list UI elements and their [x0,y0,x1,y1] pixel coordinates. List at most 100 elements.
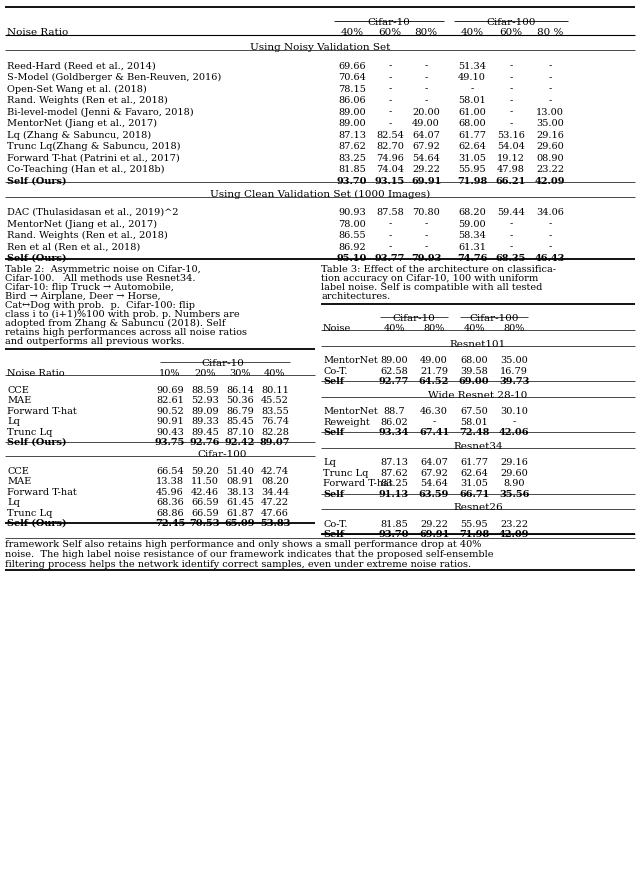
Text: 93.34: 93.34 [379,428,409,437]
Text: 23.22: 23.22 [500,520,528,529]
Text: 70.64: 70.64 [338,73,366,82]
Text: Noise: Noise [323,324,351,333]
Text: 74.96: 74.96 [376,153,404,162]
Text: Noise Ratio: Noise Ratio [7,28,68,37]
Text: 45.52: 45.52 [261,396,289,405]
Text: 66.71: 66.71 [459,489,489,498]
Text: 63.59: 63.59 [419,489,449,498]
Text: 89.07: 89.07 [260,438,291,447]
Text: -: - [548,220,552,228]
Text: 60%: 60% [378,28,401,37]
Text: 31.05: 31.05 [458,153,486,162]
Text: Using Clean Validation Set (1000 Images): Using Clean Validation Set (1000 Images) [210,189,430,199]
Text: 61.31: 61.31 [458,243,486,252]
Text: 89.45: 89.45 [191,427,219,436]
Text: 87.62: 87.62 [380,469,408,478]
Text: -: - [509,231,513,240]
Text: 92.77: 92.77 [379,377,409,386]
Text: 71.98: 71.98 [459,530,489,539]
Text: 40%: 40% [460,28,484,37]
Text: 53.16: 53.16 [497,131,525,140]
Text: 29.60: 29.60 [500,469,528,478]
Text: -: - [424,220,428,228]
Text: Co-Teaching (Han et al., 2018b): Co-Teaching (Han et al., 2018b) [7,165,164,174]
Text: 20.00: 20.00 [412,108,440,116]
Text: 21.79: 21.79 [420,366,448,375]
Text: -: - [424,84,428,93]
Text: 38.13: 38.13 [226,487,254,496]
Text: 92.76: 92.76 [190,438,220,447]
Text: 60%: 60% [499,28,523,37]
Text: 87.13: 87.13 [380,458,408,467]
Text: 59.44: 59.44 [497,208,525,217]
Text: 65.09: 65.09 [225,519,255,528]
Text: -: - [388,220,392,228]
Text: 50.36: 50.36 [226,396,254,405]
Text: -: - [548,73,552,82]
Text: 53.83: 53.83 [260,519,290,528]
Text: 80 %: 80 % [537,28,563,37]
Text: Lq (Zhang & Sabuncu, 2018): Lq (Zhang & Sabuncu, 2018) [7,131,151,140]
Text: class i to (i+1)%100 with prob. p. Numbers are: class i to (i+1)%100 with prob. p. Numbe… [5,310,239,319]
Text: 81.85: 81.85 [338,165,366,174]
Text: -: - [424,96,428,105]
Text: 30%: 30% [229,369,251,378]
Text: Resnet34: Resnet34 [453,442,503,451]
Text: Noise Ratio: Noise Ratio [7,369,65,378]
Text: tion accuracy on Cifar-10, 100 with uniform: tion accuracy on Cifar-10, 100 with unif… [321,274,538,283]
Text: 86.02: 86.02 [380,418,408,426]
Text: 72.45: 72.45 [155,519,185,528]
Text: 78.00: 78.00 [338,220,366,228]
Text: -: - [424,231,428,240]
Text: Ren et al (Ren et al., 2018): Ren et al (Ren et al., 2018) [7,243,140,252]
Text: 81.85: 81.85 [380,520,408,529]
Text: 68.20: 68.20 [458,208,486,217]
Text: Lq: Lq [7,417,20,426]
Text: -: - [470,84,474,93]
Text: 93.70: 93.70 [337,177,367,185]
Text: Self (Ours): Self (Ours) [7,438,67,447]
Text: Cifar-100.   All methods use Resnet34.: Cifar-100. All methods use Resnet34. [5,274,195,283]
Text: 87.10: 87.10 [226,427,254,436]
Text: 49.10: 49.10 [458,73,486,82]
Text: 46.43: 46.43 [535,254,565,263]
Text: 42.09: 42.09 [535,177,565,185]
Text: 71.98: 71.98 [457,177,487,185]
Text: 83.55: 83.55 [261,407,289,416]
Text: Cifar-10: flip Truck → Automobile,: Cifar-10: flip Truck → Automobile, [5,283,174,292]
Text: -: - [513,418,516,426]
Text: -: - [509,62,513,71]
Text: 67.41: 67.41 [419,428,449,437]
Text: 90.52: 90.52 [156,407,184,416]
Text: 93.77: 93.77 [375,254,405,263]
Text: 68.36: 68.36 [156,498,184,507]
Text: 58.01: 58.01 [458,96,486,105]
Text: 66.54: 66.54 [156,467,184,476]
Text: 72.48: 72.48 [459,428,489,437]
Text: 40%: 40% [383,324,404,333]
Text: 80%: 80% [423,324,445,333]
Text: 29.22: 29.22 [420,520,448,529]
Text: 82.28: 82.28 [261,427,289,436]
Text: 11.50: 11.50 [191,477,219,486]
Text: 89.00: 89.00 [338,119,366,128]
Text: -: - [388,62,392,71]
Text: 59.00: 59.00 [458,220,486,228]
Text: 86.79: 86.79 [226,407,254,416]
Text: Trunc Lq: Trunc Lq [323,469,369,478]
Text: 86.55: 86.55 [338,231,366,240]
Text: Table 2:  Asymmetric noise on Cifar-10,: Table 2: Asymmetric noise on Cifar-10, [5,265,201,274]
Text: Rand. Weights (Ren et al., 2018): Rand. Weights (Ren et al., 2018) [7,96,168,105]
Text: 69.00: 69.00 [459,377,490,386]
Text: 49.00: 49.00 [412,119,440,128]
Text: Bi-level-model (Jenni & Favaro, 2018): Bi-level-model (Jenni & Favaro, 2018) [7,108,194,116]
Text: 61.45: 61.45 [226,498,254,507]
Text: 55.95: 55.95 [460,520,488,529]
Text: 88.59: 88.59 [191,385,219,394]
Text: Bird → Airplane, Deer → Horse,: Bird → Airplane, Deer → Horse, [5,292,161,301]
Text: CCE: CCE [7,385,29,394]
Text: -: - [388,243,392,252]
Text: 49.00: 49.00 [420,356,448,365]
Text: 69.91: 69.91 [411,177,441,185]
Text: 74.04: 74.04 [376,165,404,174]
